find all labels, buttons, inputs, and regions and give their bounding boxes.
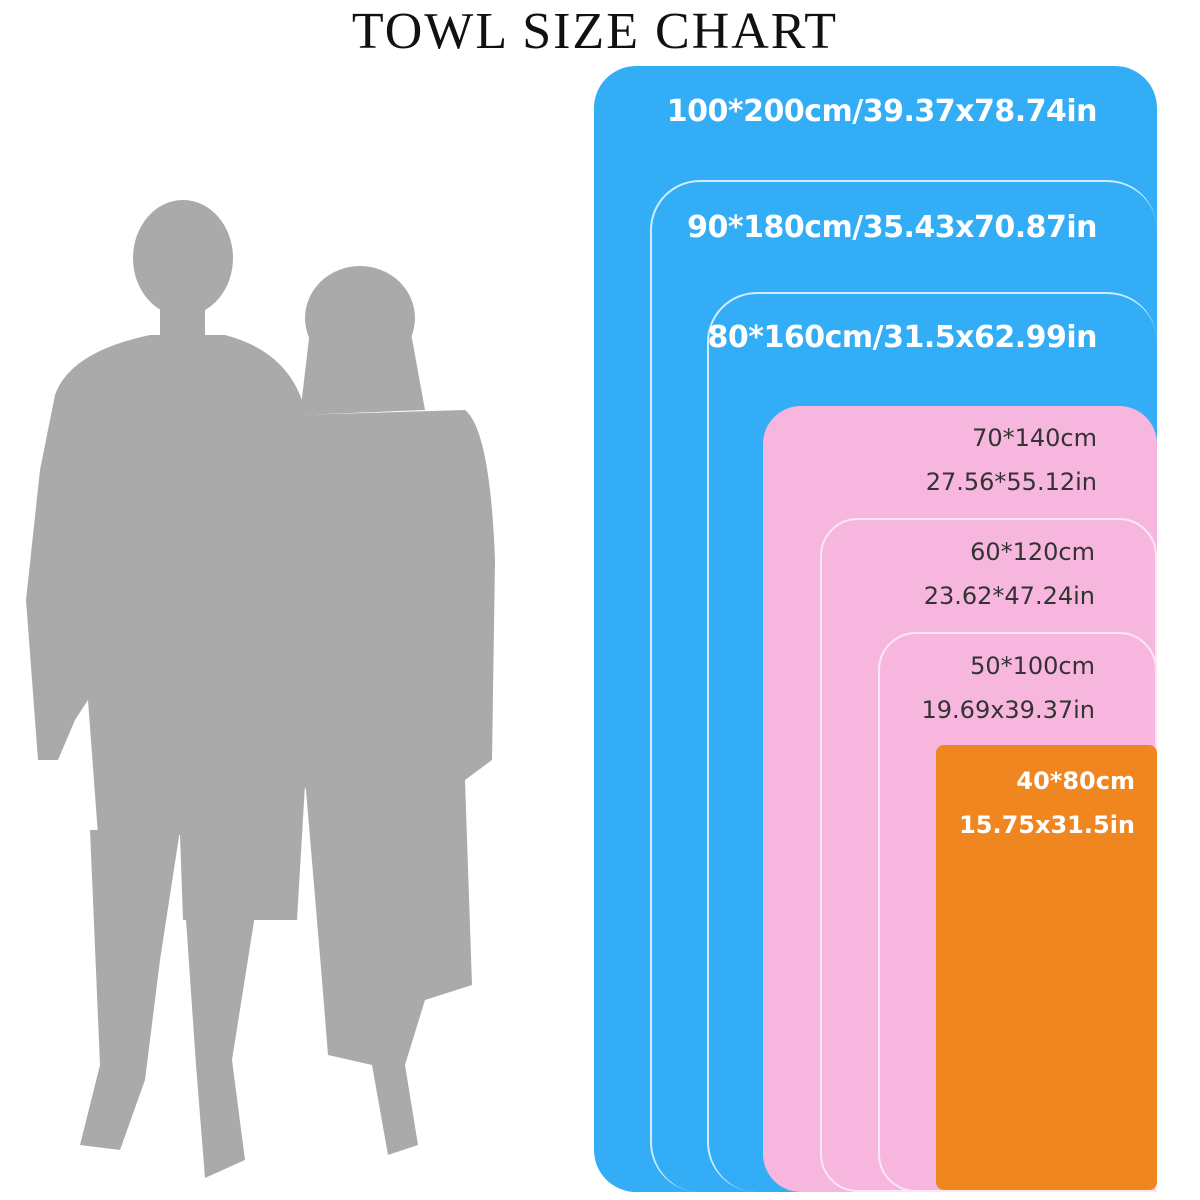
size-in: 23.62*47.24in	[923, 582, 1095, 610]
size-label: 90*180cm/35.43x70.87in	[687, 210, 1097, 245]
chart-title: TOWL SIZE CHART	[351, 3, 839, 60]
size-cm: 50*100cm	[970, 652, 1095, 680]
size-cm: 40*80cm	[1016, 767, 1135, 795]
woman-silhouette	[290, 266, 495, 1155]
size-rect-40x80: 40*80cm 15.75x31.5in	[936, 745, 1157, 1190]
size-in: 27.56*55.12in	[925, 468, 1097, 496]
size-cm: 60*120cm	[970, 538, 1095, 566]
size-in: 15.75x31.5in	[959, 811, 1135, 839]
size-label: 50*100cm 19.69x39.37in	[922, 644, 1096, 732]
people-silhouettes	[26, 200, 495, 1178]
size-cm: 70*140cm	[972, 424, 1097, 452]
size-label: 100*200cm/39.37x78.74in	[666, 94, 1098, 129]
size-label: 60*120cm 23.62*47.24in	[924, 530, 1095, 618]
size-label: 80*160cm/31.5x62.99in	[707, 320, 1098, 355]
size-label: 70*140cm 27.56*55.12in	[926, 416, 1097, 504]
size-in: 19.69x39.37in	[921, 696, 1096, 724]
man-silhouette	[26, 200, 312, 1178]
size-label: 40*80cm 15.75x31.5in	[959, 759, 1135, 847]
